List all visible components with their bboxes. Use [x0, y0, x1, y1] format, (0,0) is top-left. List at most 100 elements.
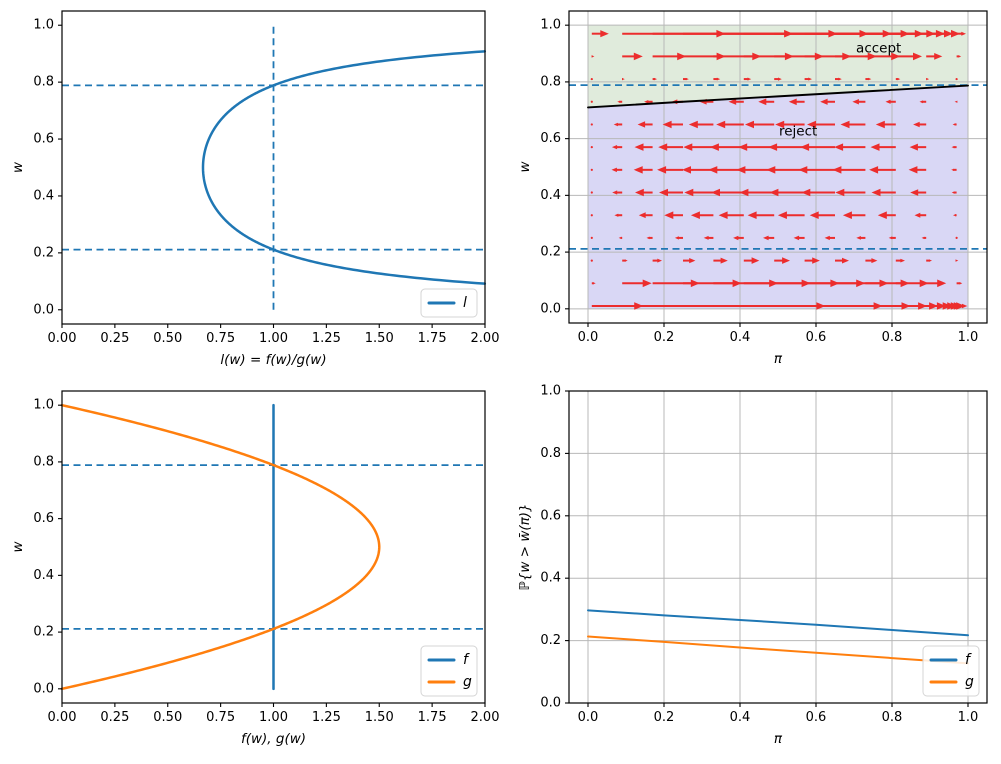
y-tick-label: 0.8 — [33, 454, 54, 469]
y-tick-label: 0.8 — [540, 74, 561, 89]
quiver-head — [747, 77, 752, 81]
quiver-head — [622, 77, 625, 81]
y-tick-label: 0.8 — [33, 75, 54, 90]
y-tick-label: 0.8 — [540, 446, 561, 461]
y-tick-label: 0.0 — [540, 696, 561, 711]
quiver-head — [658, 143, 668, 151]
quiver-head — [613, 122, 618, 127]
x-tick-label: 0.50 — [153, 331, 182, 346]
y-tick-label: 1.0 — [33, 398, 54, 413]
quiver-head — [685, 77, 689, 81]
quiver-head — [824, 235, 830, 241]
x-tick-label: 0.8 — [882, 710, 903, 725]
y-axis-label: w — [10, 541, 26, 553]
quiver-head — [646, 236, 650, 240]
quiver-head — [662, 120, 672, 129]
x-tick-label: 1.75 — [418, 331, 447, 346]
x-tick-label: 2.00 — [471, 710, 500, 725]
quiver-head — [703, 235, 709, 240]
quiver-head — [775, 120, 785, 129]
quiver-head — [745, 120, 754, 129]
quiver-head — [926, 77, 930, 81]
quiver-dot — [590, 100, 593, 103]
quiver-head — [612, 190, 618, 195]
quiver-head — [868, 77, 872, 81]
x-tick-label: 0.50 — [153, 710, 182, 725]
x-tick-label: 1.0 — [958, 710, 979, 725]
quiver-head — [798, 166, 808, 174]
quiver-head — [751, 257, 760, 264]
quiver-head — [633, 166, 643, 174]
quiver-dot — [955, 77, 958, 81]
quiver-dot — [590, 146, 593, 149]
x-tick-label: 2.00 — [471, 331, 500, 346]
y-tick-label: 0.2 — [33, 625, 54, 640]
quiver-head — [777, 211, 787, 219]
quiver-head — [657, 166, 667, 174]
quiver-head — [689, 258, 696, 264]
quiver-head — [856, 236, 861, 240]
y-tick-label: 0.4 — [33, 568, 54, 583]
quiver-dot — [590, 168, 593, 171]
quiver-dot — [590, 259, 593, 262]
quiver-head — [808, 77, 812, 81]
quiver-head — [682, 166, 691, 174]
axes-spines — [568, 10, 988, 324]
series-l — [201, 50, 487, 285]
quiver-head — [937, 279, 947, 288]
quiver-head — [955, 259, 959, 262]
y-tick-label: 0.6 — [33, 132, 54, 147]
quiver-head — [914, 212, 921, 218]
quiver-head — [758, 98, 767, 106]
accept-label: accept — [856, 40, 901, 56]
quiver-head — [766, 166, 776, 174]
quiver-head — [870, 143, 880, 151]
y-axis-label: ℙ{w > w̄(π)} — [517, 503, 533, 590]
y-tick-label: 1.0 — [33, 18, 54, 33]
reject-label: reject — [779, 123, 817, 139]
quiver-head — [888, 236, 893, 240]
x-tick-label: 0.0 — [578, 330, 599, 345]
quiver-head — [951, 29, 960, 38]
quiver-head — [711, 188, 720, 197]
quiver-head — [720, 257, 728, 264]
quiver-head — [900, 258, 905, 263]
x-tick-label: 0.2 — [654, 330, 675, 345]
quiver-head — [644, 100, 649, 104]
quiver-head — [709, 143, 719, 151]
quiver-head — [875, 120, 885, 129]
y-axis-label: w — [517, 161, 533, 173]
y-axis-label: w — [10, 161, 26, 173]
x-tick-label: 1.00 — [259, 710, 288, 725]
quiver-head — [801, 188, 811, 197]
y-tick-label: 0.0 — [540, 301, 561, 316]
quiver-head — [842, 211, 852, 219]
quiver-head — [634, 143, 644, 151]
quiver-head — [769, 188, 779, 197]
y-tick-label: 0.2 — [33, 245, 54, 260]
x-tick-label: 1.75 — [418, 710, 447, 725]
quiver-head — [913, 52, 922, 61]
x-tick-label: 0.75 — [206, 331, 235, 346]
x-tick-label: 1.0 — [958, 330, 979, 345]
x-tick-label: 1.00 — [259, 331, 288, 346]
x-tick-label: 0.4 — [730, 330, 751, 345]
y-tick-label: 0.4 — [33, 188, 54, 203]
quiver-dot — [590, 236, 593, 240]
quiver-head — [683, 143, 693, 151]
quiver-head — [677, 52, 687, 61]
quiver-head — [733, 235, 739, 241]
quiver-head — [659, 188, 668, 197]
legend-label-f: f — [463, 652, 470, 668]
x-tick-label: 1.25 — [312, 710, 341, 725]
quiver-head — [962, 303, 968, 309]
quiver-head — [763, 235, 769, 241]
quiver-head — [929, 259, 932, 262]
quiver-head — [919, 100, 923, 104]
quiver-head — [654, 77, 657, 81]
y-tick-label: 0.0 — [33, 302, 54, 317]
quiver-head — [684, 188, 694, 197]
y-tick-label: 0.0 — [33, 681, 54, 696]
quiver-head — [688, 120, 698, 129]
